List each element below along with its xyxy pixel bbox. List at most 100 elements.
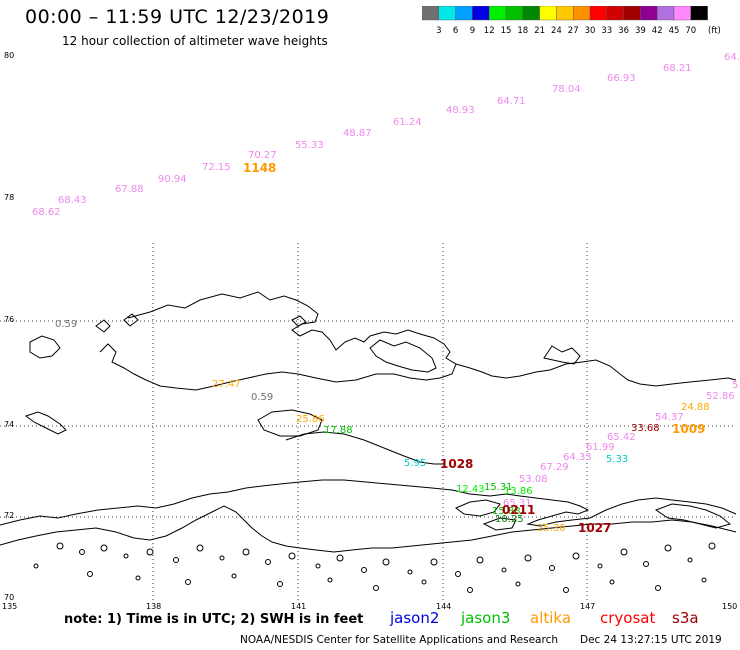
small-islet-b	[123, 313, 139, 327]
wave-height-label: 13.86	[504, 486, 533, 497]
graticule	[0, 243, 736, 600]
wave-height-label: 25.30	[537, 523, 566, 534]
wave-height-label: 55.33	[295, 140, 324, 151]
colorbar-tick-label: 9	[470, 26, 475, 36]
lat-label-74: 74	[4, 420, 14, 429]
wave-height-label: 25.86	[296, 414, 325, 425]
wave-height-label: 48.93	[446, 105, 475, 116]
mainland-coast	[0, 479, 737, 527]
wave-height-label: 15.88	[492, 506, 521, 517]
colorbar-tick-label: 36	[618, 26, 629, 36]
wave-height-label: 52.86	[706, 391, 735, 402]
pass-time-label: 1028	[440, 457, 473, 471]
lon-label-144: 144	[436, 602, 451, 611]
lon-label-150: 150	[722, 602, 737, 611]
mission-cryosat: cryosat	[600, 609, 656, 627]
mission-altika: altika	[530, 609, 572, 627]
mainland-coast-2	[0, 505, 737, 553]
wave-height-label: 33.68	[631, 423, 660, 434]
wave-height-label: 53.08	[519, 474, 548, 485]
pass-time-label: 1148	[243, 161, 276, 175]
wave-height-label: 68.21	[663, 63, 692, 74]
lat-label-70: 70	[4, 593, 14, 602]
lon-label-147: 147	[580, 602, 595, 611]
pass-time-label: 1027	[578, 521, 611, 535]
colorbar-tick-label: 27	[568, 26, 579, 36]
lon-label-138: 138	[146, 602, 161, 611]
wave-height-label: 66.93	[607, 73, 636, 84]
coastline	[0, 291, 737, 593]
colorbar-tick-label: 70	[685, 26, 696, 36]
wave-height-label: 61.99	[586, 442, 615, 453]
small-islet-c	[291, 315, 307, 327]
mission-s3a: s3a	[672, 609, 699, 627]
mission-jason3: jason3	[461, 609, 511, 627]
colorbar-tick-label: 30	[585, 26, 596, 36]
wave-height-label: 15.31	[484, 482, 513, 493]
lon-label-141: 141	[291, 602, 306, 611]
lyakhovsky-island	[257, 409, 323, 437]
lon-label-135: 135	[2, 602, 17, 611]
bennett-shore	[543, 345, 581, 365]
wave-height-label: 12.43	[456, 484, 485, 495]
wave-height-labels: 68.6268.4367.8890.9472.1570.2755.3348.87…	[32, 52, 740, 534]
wave-height-label: 64.33	[563, 452, 592, 463]
wave-height-label: 0.59	[55, 319, 77, 330]
kotelny-south-coast	[99, 343, 457, 391]
credit-line: NOAA/NESDIS Center for Satellite Applica…	[240, 634, 558, 646]
wave-height-label: 5.33	[606, 454, 628, 465]
colorbar-tick-label: 15	[501, 26, 512, 36]
wave-height-label: 10.25	[495, 514, 524, 525]
footer-note: note: 1) Time is in UTC; 2) SWH is in fe…	[64, 612, 364, 627]
mission-jason2: jason2	[390, 609, 440, 627]
lat-label-72: 72	[4, 511, 14, 520]
wave-height-label: 5.95	[404, 458, 426, 469]
lat-label-76: 76	[4, 315, 14, 324]
lat-label-80: 80	[4, 51, 14, 60]
pass-time-label: 1009	[672, 422, 705, 436]
colorbar-tick-label: 39	[635, 26, 646, 36]
wave-height-label: 17.88	[324, 425, 353, 436]
stolbovoy-island	[24, 411, 67, 435]
wave-height-label: 68.43	[58, 195, 87, 206]
lat-label-78: 78	[4, 193, 14, 202]
inland-lakes	[33, 542, 716, 593]
kotelny-island	[127, 291, 737, 387]
wave-height-label: 67.88	[115, 184, 144, 195]
wave-height-label: 90.94	[158, 174, 187, 185]
delta-islet	[482, 517, 517, 531]
colorbar-swatch	[690, 6, 708, 21]
indigirka-delta-island	[455, 499, 501, 517]
new-siberia-island	[369, 339, 437, 373]
belkovsky-island	[29, 335, 61, 359]
small-islet-a	[95, 319, 111, 333]
map-title: 00:00 – 11:59 UTC 12/23/2019	[25, 6, 330, 28]
wave-height-label: 64.	[724, 52, 740, 63]
kolyma-shore	[654, 503, 732, 529]
wave-height-label: 0.59	[251, 392, 273, 403]
wave-height-label: 78.04	[552, 84, 581, 95]
wave-height-label: 68.62	[32, 207, 61, 218]
colorbar-tick-label: 6	[453, 26, 458, 36]
colorbar-tick-label: 21	[534, 26, 545, 36]
colorbar-tick-label: 3	[436, 26, 441, 36]
longitude-labels: 135 138 141 144 147 150	[2, 602, 737, 611]
colorbar-tick-label: 18	[517, 26, 528, 36]
wave-height-label: 54.37	[655, 412, 684, 423]
wave-height-label: 24.88	[681, 402, 710, 413]
colorbar-unit: (ft)	[708, 26, 721, 36]
colorbar-tick-label: 45	[669, 26, 680, 36]
wave-height-label: 5	[732, 380, 738, 391]
wave-height-label: 72.15	[202, 162, 231, 173]
pass-time-label: 0211	[502, 503, 535, 517]
wave-height-label: 64.71	[497, 96, 526, 107]
generation-timestamp: Dec 24 13:27:15 UTC 2019	[580, 634, 722, 646]
wave-height-label: 48.87	[343, 128, 372, 139]
wave-height-label: 61.24	[393, 117, 422, 128]
wave-height-colorbar: 3 6 9 12 15 18 21 24 27 30 33 36 39 42 45 70 (ft)	[422, 6, 721, 36]
colorbar-tick-label: 24	[551, 26, 562, 36]
wave-height-label: 70.27	[248, 150, 277, 161]
wave-height-label: 27.47	[212, 379, 241, 390]
wave-height-label: 65.31	[503, 498, 532, 509]
